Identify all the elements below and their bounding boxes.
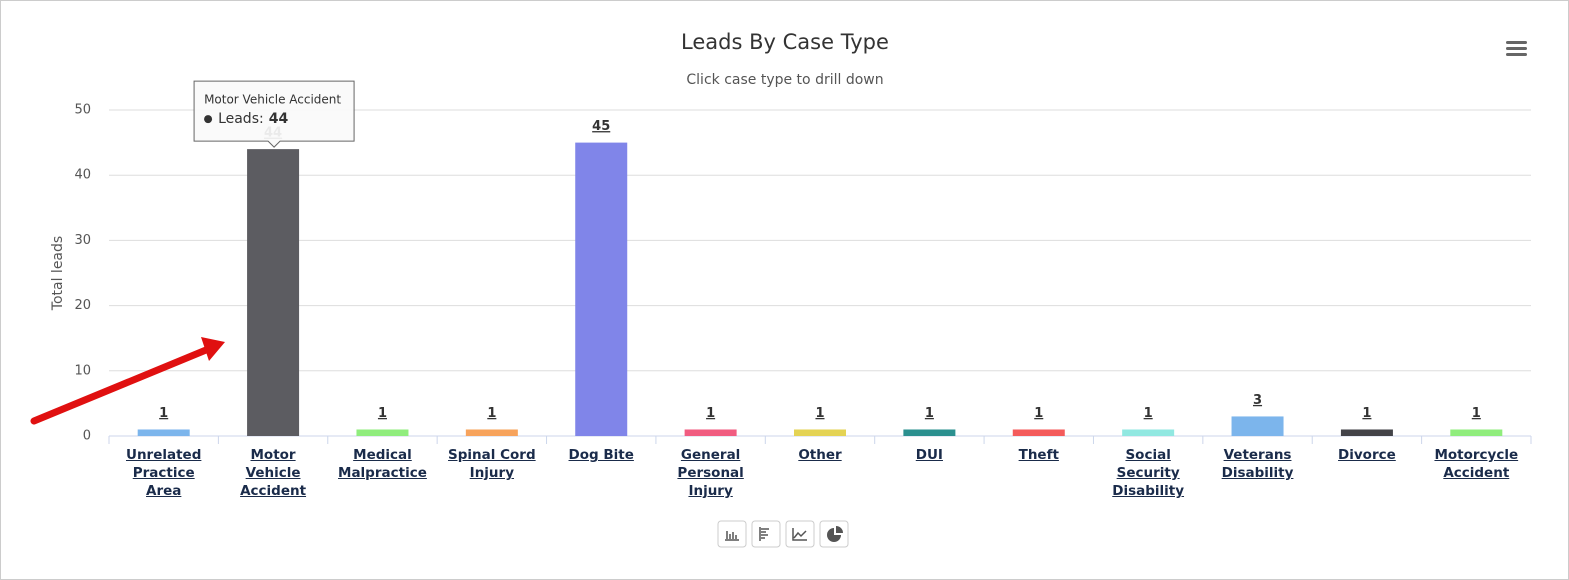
annotation-arrow [30,337,225,425]
data-label: 1 [487,406,496,421]
tooltip-series: Leads: [218,111,264,127]
data-label: 1 [1034,406,1043,421]
bar [1012,429,1065,436]
tooltip-value: 44 [269,111,289,127]
y-tick-label: 50 [74,103,91,118]
y-tick-label: 0 [83,429,91,444]
x-tick-label[interactable]: Other [798,447,842,463]
x-tick-label[interactable]: Unrelated Practice Area [125,447,202,499]
bar [137,429,190,436]
menu-icon[interactable] [1506,41,1527,56]
bar [247,149,300,436]
column-chart-button[interactable] [751,520,781,548]
x-tick-label[interactable]: General Personal Injury [677,447,744,499]
tooltip-title: Motor Vehicle Accident [204,93,341,107]
bar [356,429,409,436]
tooltip-dot [204,115,213,124]
x-tick-label[interactable]: Medical Malpractice [338,447,427,481]
chart-title: Leads By Case Type [681,30,889,54]
menu-bar [1506,53,1527,56]
menu-bar [1506,41,1527,44]
bar [1340,429,1393,436]
data-label: 1 [925,406,934,421]
x-tick-label[interactable]: Divorce [1338,447,1396,463]
data-label: 1 [1144,406,1153,421]
bar [684,429,737,436]
y-tick-label: 40 [74,168,91,183]
x-tick-label[interactable]: Social Security Disability [1112,447,1185,499]
icon [725,531,739,541]
tooltip: Motor Vehicle Accident Leads: 44 [193,80,355,148]
data-label: 1 [159,406,168,421]
icon [792,528,807,541]
x-tick-label[interactable]: Spinal Cord Injury [448,447,536,481]
icon [759,527,769,541]
chart-subtitle: Click case type to drill down [686,72,883,88]
data-label: 1 [815,406,824,421]
bar [465,429,518,436]
bar-chart-button[interactable] [717,520,747,548]
x-tick-label[interactable]: Theft [1018,447,1059,463]
y-tick-label: 10 [74,363,91,378]
x-tick-label[interactable]: Motorcycle Accident [1434,447,1519,481]
y-axis-title: Total leads [50,236,66,311]
plot: 0 10 20 30 40 50 1 44 1 1 45 1 1 1 1 1 3 1 1 [74,103,1532,444]
tooltip-label: Leads: 44 [218,111,288,127]
bar [575,142,628,436]
x-tick-label[interactable]: Veterans Disability [1221,447,1294,481]
x-tick-label[interactable]: Motor Vehicle Accident [240,447,307,499]
y-tick-label: 30 [74,233,91,248]
data-label: 45 [592,119,610,134]
bar [1122,429,1175,436]
data-label: 1 [706,406,715,421]
tooltip-box [193,80,355,148]
menu-bar [1506,47,1527,50]
icon [827,526,843,542]
x-tick-label[interactable]: DUI [915,447,943,463]
bar [1231,416,1284,436]
data-label: 3 [1253,393,1262,408]
y-tick-label: 20 [74,298,91,313]
data-label: 1 [1362,406,1371,421]
bar [794,429,846,436]
data-label: 1 [378,406,387,421]
x-tick-label[interactable]: Dog Bite [568,447,634,463]
bar [903,429,956,436]
bar [1450,429,1503,436]
data-label: 1 [1472,406,1481,421]
arrow-shaft [30,346,210,425]
arrow-head [201,337,225,361]
chart-type-buttons [717,520,849,548]
